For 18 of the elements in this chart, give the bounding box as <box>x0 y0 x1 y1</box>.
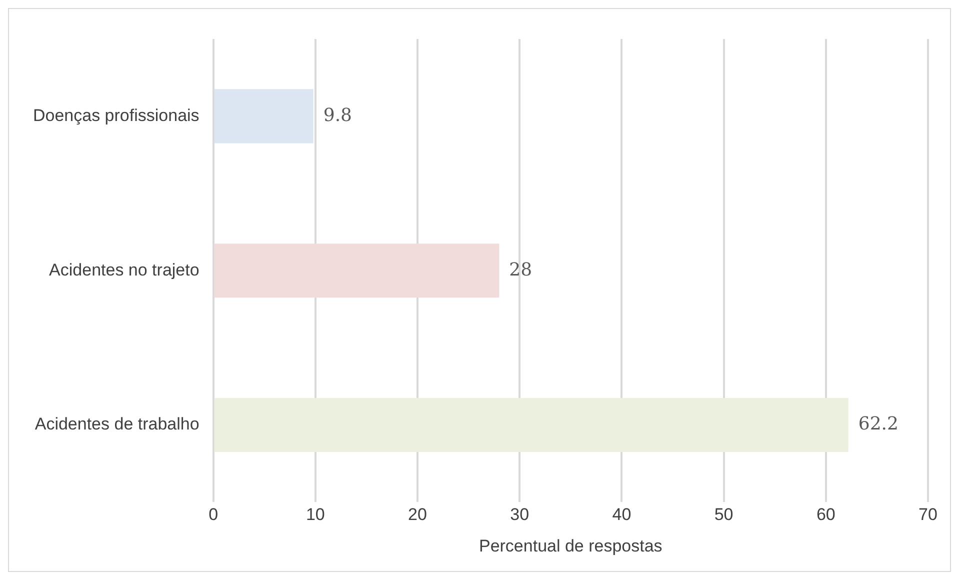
data-label: 9.8 <box>323 104 352 126</box>
y-tick-label: Acidentes no trajeto <box>49 260 200 280</box>
x-tick-label: 10 <box>306 505 325 524</box>
y-tick-label: Doenças profissionais <box>32 106 200 125</box>
x-tick-label: 70 <box>918 505 938 524</box>
x-axis-title: Percentual de respostas <box>478 536 662 556</box>
x-tick-label: 40 <box>612 505 632 524</box>
y-tick-label: Acidentes de trabalho <box>34 414 200 434</box>
x-tick-label: 20 <box>408 505 427 524</box>
bar <box>214 244 500 298</box>
x-tick-label: 30 <box>510 505 530 524</box>
x-tick-label: 60 <box>816 505 836 524</box>
bar <box>214 398 848 452</box>
bar <box>214 89 314 144</box>
x-tick-label: 0 <box>208 505 218 524</box>
data-label: 62.2 <box>858 414 898 435</box>
x-tick-label: 50 <box>714 505 734 524</box>
data-label: 28 <box>509 259 532 280</box>
